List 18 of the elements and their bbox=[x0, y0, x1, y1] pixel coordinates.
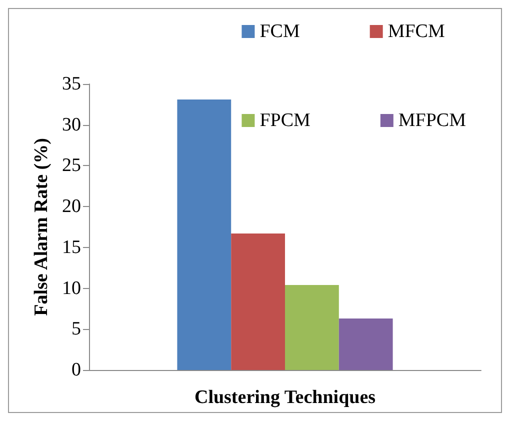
y-tick-label: 20 bbox=[62, 196, 81, 218]
y-tick-label: 5 bbox=[72, 318, 81, 340]
bar bbox=[338, 318, 393, 370]
y-tick-label: 10 bbox=[62, 278, 81, 299]
y-tick-label: 30 bbox=[62, 114, 81, 136]
y-tick-label: 15 bbox=[62, 236, 81, 258]
legend-label: MFPCM bbox=[398, 110, 466, 131]
bar bbox=[231, 234, 285, 370]
legend-label: MFCM bbox=[388, 21, 445, 42]
legend-label: FPCM bbox=[260, 110, 311, 131]
bar bbox=[177, 100, 232, 370]
y-axis-title: False Alarm Rate (%) bbox=[31, 138, 52, 316]
bar bbox=[285, 285, 339, 370]
legend-label: FCM bbox=[260, 21, 300, 42]
x-axis-title: Clustering Techniques bbox=[194, 387, 376, 408]
y-tick-label: 35 bbox=[62, 74, 81, 94]
y-tick-label: 0 bbox=[72, 360, 81, 380]
y-tick-label: 25 bbox=[62, 155, 81, 176]
